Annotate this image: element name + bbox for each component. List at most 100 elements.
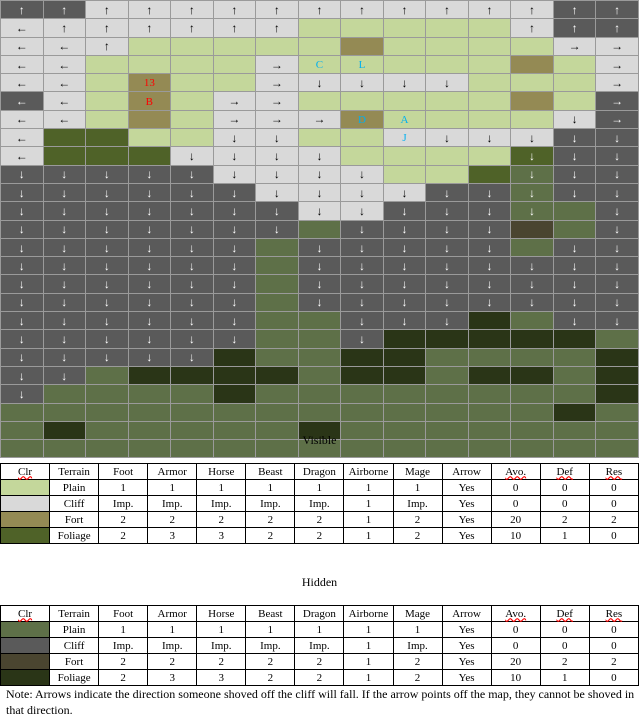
map-tile: ↓	[595, 219, 639, 239]
shove-arrow-icon: ↓	[103, 185, 110, 200]
shove-arrow-icon: →	[611, 112, 624, 127]
map-tile: ↓	[85, 256, 129, 276]
shove-arrow-icon: ↓	[273, 203, 280, 218]
shove-arrow-icon: ↓	[188, 331, 195, 346]
map-tile: ↑	[0, 0, 44, 20]
shove-arrow-icon: ↓	[188, 295, 195, 310]
map-row: ← ← B → → →	[0, 91, 639, 111]
shove-arrow-icon: ↓	[486, 203, 493, 218]
shove-arrow-icon: ↓	[61, 185, 68, 200]
shove-arrow-icon: ↑	[18, 2, 25, 17]
legend-cell: Imp.	[294, 495, 345, 512]
shove-arrow-icon: ↓	[61, 313, 68, 328]
legend-cell: 2	[98, 653, 149, 670]
shove-arrow-icon: ↓	[529, 185, 536, 200]
map-tile: ↓	[382, 311, 427, 331]
shove-arrow-icon: ↑	[61, 2, 68, 17]
map-tile: ↓	[510, 201, 554, 221]
map-tile: ←	[42, 109, 87, 130]
map-tile	[85, 439, 129, 459]
map-tile	[595, 420, 639, 441]
shove-arrow-icon: →	[611, 75, 624, 90]
map-tile: ↑	[510, 0, 554, 20]
legend-cell: 0	[490, 495, 541, 512]
col-header: Horse	[196, 605, 247, 622]
map-tile	[467, 109, 512, 130]
map-tile: C	[297, 54, 342, 75]
map-tile: ↓	[340, 274, 384, 294]
shove-arrow-icon: ↓	[571, 277, 578, 292]
map-tile	[425, 347, 469, 367]
legend-cell: 10	[490, 669, 541, 686]
map-tile: →	[297, 109, 342, 130]
map-row: ↑ ↑ ↑ ↑ ↑ ↑ ↑ ↑ ↑ ↑ ↑ ↑ ↑ ↑ ↑	[0, 0, 639, 20]
map-tile	[467, 91, 512, 111]
col-header: Def	[539, 463, 590, 480]
map-tile	[595, 347, 639, 367]
shove-arrow-icon: ↑	[444, 2, 450, 17]
map-tile: ↓	[85, 274, 129, 294]
map-tile: ↓	[212, 219, 257, 239]
legend-cell: 2	[392, 653, 443, 670]
map-tile: ↓	[170, 274, 214, 294]
map-tile	[382, 91, 427, 111]
shove-arrow-icon: ↓	[61, 331, 68, 346]
shove-arrow-icon: ↓	[529, 258, 536, 273]
legend-cell: Yes	[441, 637, 492, 654]
shove-arrow-icon: ↓	[18, 203, 25, 218]
map-tile: ↓	[127, 329, 172, 349]
shove-arrow-icon: ↓	[444, 203, 450, 218]
shove-arrow-icon: ↓	[18, 240, 25, 255]
map-row: ↓ ↓ ↓ ↓ ↓ ↓ ↓ ↓ ↓ ↓ ↓ ↓ ↓ ↓	[0, 292, 639, 313]
map-tile: ↓	[425, 73, 469, 93]
map-tile: →	[552, 36, 597, 56]
shove-arrow-icon: ↓	[18, 295, 25, 310]
map-tile	[0, 402, 44, 422]
shove-arrow-icon: ↓	[571, 130, 578, 145]
map-tile: ↓	[510, 292, 554, 313]
map-tile: ↓	[255, 219, 299, 239]
map-tile	[595, 439, 639, 459]
shove-arrow-icon: ↑	[103, 2, 110, 17]
map-tile: ↓	[85, 201, 129, 221]
legend-cell: 2	[294, 527, 345, 544]
map-tile	[255, 36, 299, 56]
legend-cell: Yes	[441, 621, 492, 638]
map-row: ↓	[0, 384, 639, 404]
map-tile: ↓	[552, 292, 597, 313]
shove-arrow-icon: →	[270, 94, 283, 109]
map-tile	[212, 36, 257, 56]
col-header: Clr	[0, 605, 51, 622]
map-tile	[425, 109, 469, 130]
shove-arrow-icon: ↓	[146, 258, 153, 273]
legend-cell: 1	[147, 621, 198, 638]
shove-arrow-icon: ↓	[529, 130, 536, 145]
map-tile	[255, 274, 299, 294]
map-tile: ↓	[297, 146, 342, 166]
map-tile: →	[255, 91, 299, 111]
map-tile: ↑	[42, 18, 87, 38]
col-header: Mage	[392, 605, 443, 622]
map-tile	[212, 73, 257, 93]
shove-arrow-icon: ↓	[231, 130, 238, 145]
shove-arrow-icon: ↓	[273, 149, 280, 164]
shove-arrow-icon: ↓	[103, 313, 110, 328]
color-swatch	[0, 527, 51, 544]
legend-cell: 0	[588, 621, 639, 638]
shove-arrow-icon: ↓	[103, 167, 110, 182]
shove-arrow-icon: ↑	[614, 2, 621, 17]
shove-arrow-icon: ↓	[614, 222, 621, 237]
shove-arrow-icon: ↓	[614, 130, 621, 145]
legend-cell: 1	[343, 621, 394, 638]
shove-arrow-icon: ↓	[486, 222, 493, 237]
shove-arrow-icon: ↓	[358, 277, 365, 292]
map-tile	[0, 439, 44, 459]
legend-row: Fort 2 2 2 2 2 1 2 Yes 20 2 2	[0, 511, 639, 528]
shove-arrow-icon: ↓	[614, 295, 621, 310]
map-tile: ↓	[85, 292, 129, 313]
shove-arrow-icon: ↓	[571, 240, 578, 255]
map-tile	[297, 347, 342, 367]
map-tile	[297, 311, 342, 331]
map-tile	[340, 384, 384, 404]
shove-arrow-icon: ↓	[486, 277, 493, 292]
